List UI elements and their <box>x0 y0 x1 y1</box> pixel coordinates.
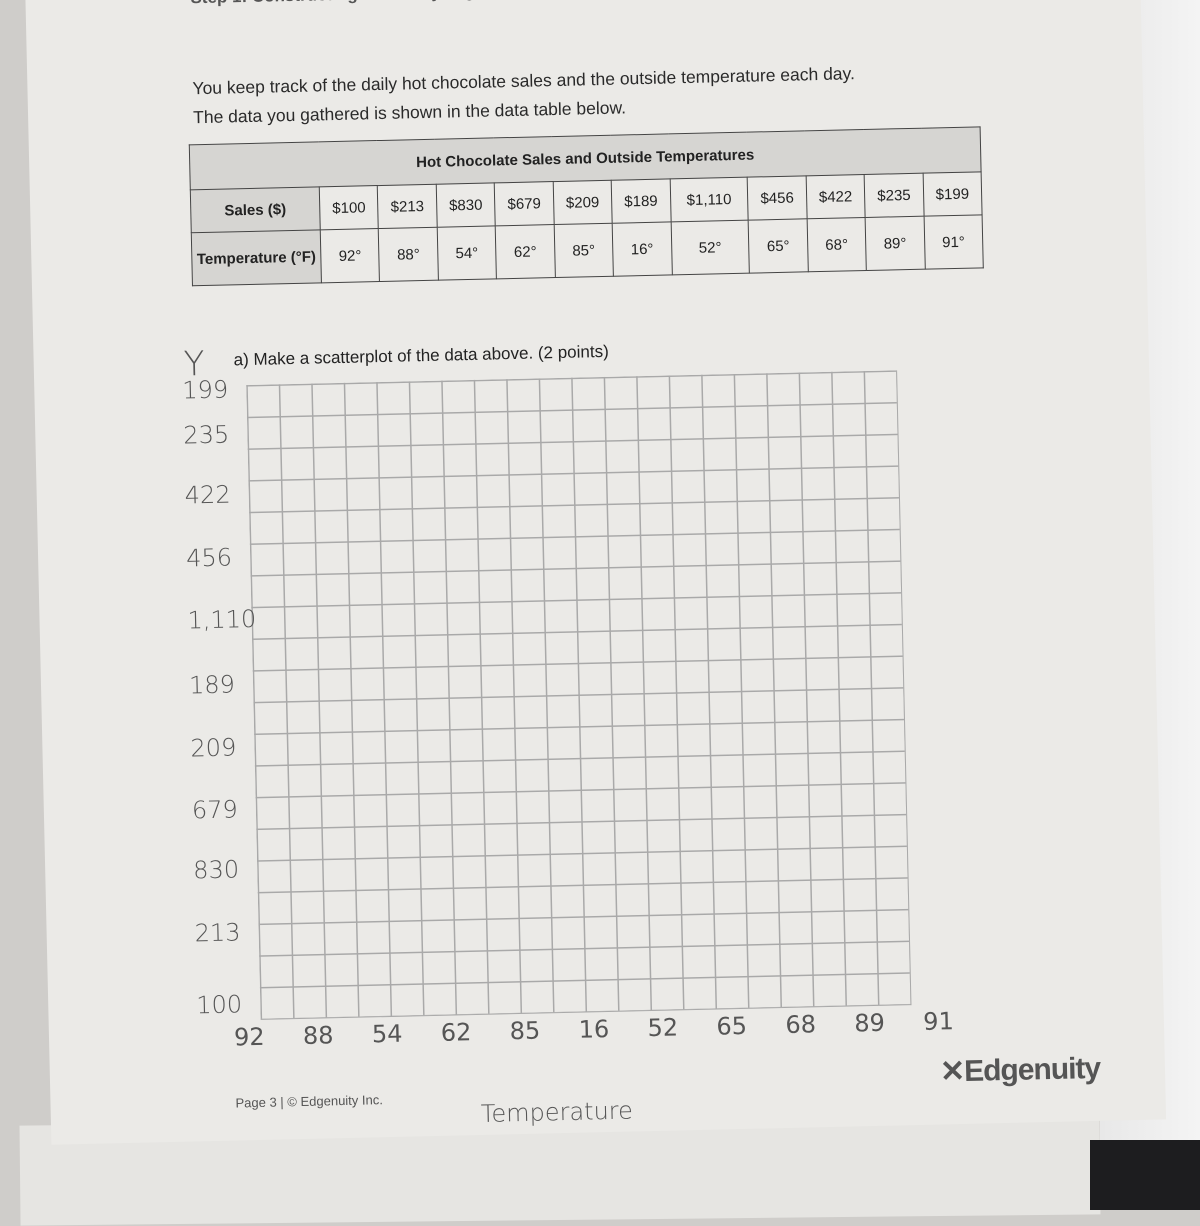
edgenuity-logo: ✕Edgenuity <box>939 1051 1101 1089</box>
sales-header: Sales ($) <box>190 186 321 233</box>
y-axis-label: 1,110 <box>187 604 257 635</box>
temperature-cell: 91° <box>923 214 984 270</box>
x-axis-label: 91 <box>922 1007 955 1036</box>
y-axis-label: 456 <box>185 543 233 573</box>
sales-cell: $422 <box>805 174 866 219</box>
temperature-cell: 68° <box>806 217 867 272</box>
x-axis-label: 16 <box>578 1015 610 1044</box>
temperature-cell: 92° <box>320 228 380 283</box>
y-axis-label: 199 <box>182 375 229 405</box>
y-axis-label: 422 <box>184 480 231 510</box>
temperature-cell: 62° <box>495 224 556 279</box>
sales-cell: $679 <box>494 181 554 226</box>
intro-text: You keep track of the daily hot chocolat… <box>192 59 856 132</box>
x-axis-label: 89 <box>854 1008 886 1038</box>
temperature-cell: 88° <box>378 227 439 282</box>
x-axis-label: 85 <box>509 1016 541 1046</box>
sales-cell: $189 <box>611 178 671 224</box>
question-a: a) Make a scatterplot of the data above.… <box>233 341 609 370</box>
y-axis-label: 235 <box>183 420 230 450</box>
y-axis-label: 209 <box>190 733 237 763</box>
worksheet-page: Step 1: Constructing and analyzing You k… <box>25 0 1167 1145</box>
sales-cell: $1,110 <box>669 177 749 222</box>
x-axis-label: 54 <box>371 1019 403 1049</box>
y-axis-label: 100 <box>195 990 243 1020</box>
sales-cell: $100 <box>319 185 379 230</box>
x-axis-label: 68 <box>785 1010 817 1040</box>
sales-cell: $209 <box>552 180 613 225</box>
temperature-cell: 52° <box>670 220 750 275</box>
x-axis-label: 52 <box>647 1013 679 1043</box>
temperature-cell: 89° <box>865 216 925 271</box>
data-table: Hot Chocolate Sales and Outside Temperat… <box>189 126 984 286</box>
background-surface <box>1090 1140 1200 1210</box>
sales-cell: $456 <box>747 175 807 221</box>
x-axis-label: 65 <box>716 1011 748 1041</box>
temperature-cell: 54° <box>437 225 497 281</box>
y-axis-label: 679 <box>191 795 239 825</box>
sales-cell: $235 <box>864 173 924 218</box>
temperature-cell: 85° <box>553 223 614 278</box>
sales-cell: $830 <box>436 182 496 228</box>
x-axis-label: 92 <box>233 1022 265 1052</box>
x-axis-label: 88 <box>302 1021 334 1050</box>
temperature-cell: 65° <box>748 218 809 274</box>
page-footer: Page 3 | © Edgenuity Inc. <box>235 1092 384 1111</box>
x-axis-title: Temperature <box>480 1096 634 1128</box>
temperature-cell: 16° <box>612 221 672 277</box>
x-axis-label: 62 <box>440 1018 472 1047</box>
y-axis-label: 830 <box>192 855 240 885</box>
y-axis-label: 189 <box>188 670 236 700</box>
sales-cell: $213 <box>377 184 438 229</box>
scatterplot-grid[interactable] <box>246 370 912 1020</box>
step-heading: Step 1: Constructing and analyzing <box>190 0 475 8</box>
sales-cell: $199 <box>922 171 983 217</box>
y-axis-label: 213 <box>194 918 241 948</box>
temperature-header: Temperature (°F) <box>191 229 322 286</box>
